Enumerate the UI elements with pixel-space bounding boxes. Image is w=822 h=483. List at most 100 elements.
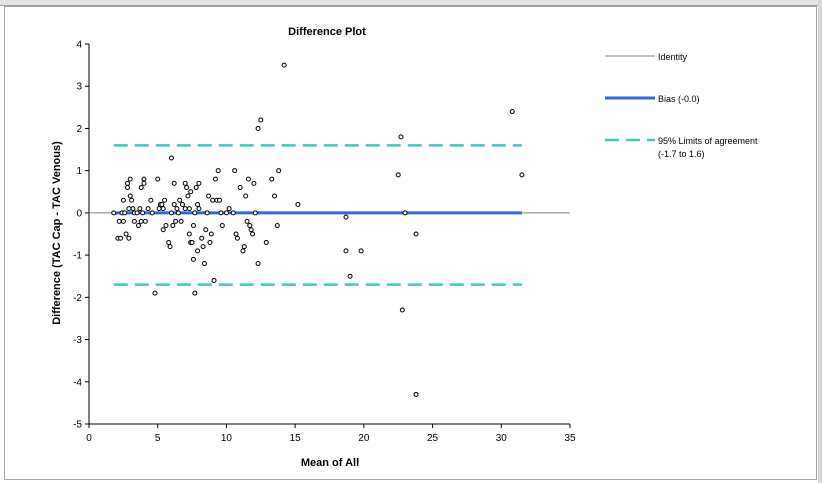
data-point [295,201,301,207]
x-tick-label: 20 [358,433,370,444]
y-tick-label: -5 [73,420,82,431]
data-point [190,223,196,229]
data-point [120,197,126,203]
data-point [232,168,238,174]
data-point [219,223,225,229]
y-tick-label: 2 [76,124,82,135]
data-point [358,248,364,254]
x-tick-label: 0 [86,433,92,444]
x-tick-label: 35 [564,433,576,444]
data-point [203,227,209,233]
data-point [178,218,184,224]
data-point [162,197,168,203]
y-tick-label: -4 [73,377,82,388]
data-point [118,235,124,241]
data-point [251,180,257,186]
y-tick-label: -1 [73,251,82,262]
data-point [182,206,188,212]
y-tick-label: 3 [76,82,82,93]
data-point [129,197,135,203]
x-tick-label: 15 [290,433,302,444]
data-point [223,210,229,216]
data-point [122,210,128,216]
data-point [127,176,133,182]
data-point [398,134,404,140]
data-point [190,256,196,262]
data-point [211,277,217,283]
data-point [509,109,515,115]
data-point [186,231,192,237]
data-point [171,180,177,186]
data-point [167,244,173,250]
data-point [111,210,117,216]
data-point [155,176,161,182]
data-point [152,290,158,296]
legend-bias-label: Bias (-0.0) [658,94,700,104]
data-point [269,176,275,182]
data-point [126,206,132,212]
data-point [244,218,250,224]
data-point [134,210,140,216]
data-point [138,218,144,224]
data-point [343,214,349,220]
data-point [399,307,405,313]
data-point [188,189,194,195]
x-tick-label: 5 [155,433,161,444]
data-point [116,218,122,224]
data-point [137,206,143,212]
data-point [247,223,253,229]
data-point [124,185,130,191]
data-point [175,210,181,216]
data-point [248,227,254,233]
data-point [130,206,136,212]
data-point [207,239,213,245]
data-point [195,248,201,254]
data-point [186,206,192,212]
data-point [148,197,154,203]
data-point [347,273,353,279]
data-point [196,180,202,186]
data-point [184,185,190,191]
data-point [255,125,261,131]
legend-limits-label-line2: (-1.7 to 1.6) [658,149,705,159]
data-point [395,172,401,178]
data-point [126,235,132,241]
data-point [519,172,525,178]
data-point [192,210,198,216]
data-point [274,223,280,229]
data-point [166,239,172,245]
data-point [206,193,212,199]
data-point [402,210,408,216]
data-point [258,117,264,123]
legend: Identity Bias (-0.0) 95% Limits of agree… [605,52,758,159]
legend-identity-label: Identity [658,52,688,62]
data-point [173,218,179,224]
data-point [123,231,129,237]
data-point [217,197,223,203]
data-point [199,235,205,241]
data-point [159,201,165,207]
data-point [140,210,146,216]
data-point [168,210,174,216]
data-point [174,206,180,212]
data-point [131,218,137,224]
y-tick-label: -3 [73,335,82,346]
data-point [233,231,239,237]
data-point [281,62,287,68]
data-point [179,201,185,207]
data-point [241,244,247,250]
data-point [237,185,243,191]
data-point [145,206,151,212]
y-tick-label: 1 [76,166,82,177]
chart-panel[interactable] [4,6,817,480]
data-point [156,206,162,212]
right-scroll-edge[interactable] [818,0,822,483]
y-tick-label: 4 [76,40,82,51]
data-point [138,185,144,191]
data-point [263,239,269,245]
data-point [182,180,188,186]
data-point [245,176,251,182]
x-axis-label: Mean of All [301,457,359,469]
